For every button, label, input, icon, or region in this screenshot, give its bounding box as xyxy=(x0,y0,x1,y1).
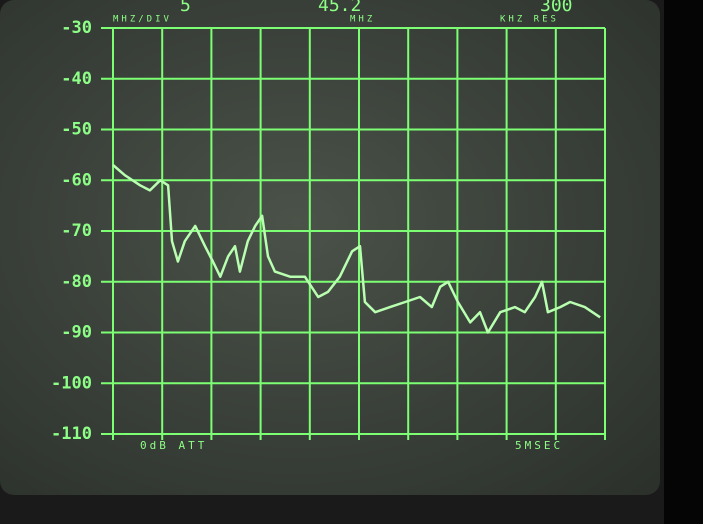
attenuation: 0dB ATT xyxy=(140,439,207,452)
y-tick-label: -40 xyxy=(61,69,92,89)
bezel-edge xyxy=(664,0,703,524)
y-tick-label: -60 xyxy=(61,170,92,190)
res-value: 300 xyxy=(540,0,573,16)
y-tick-label: -80 xyxy=(61,272,92,292)
trace xyxy=(112,164,601,334)
center-unit: MHZ xyxy=(350,15,375,25)
y-tick-label: -30 xyxy=(61,18,92,38)
sweep-time: 5MSEC xyxy=(515,439,563,452)
screen xyxy=(0,0,660,495)
y-tick-label: -70 xyxy=(61,221,92,241)
res-unit: KHZ RES xyxy=(500,15,559,25)
center-value: 45.2 xyxy=(318,0,361,16)
span-value: 5 xyxy=(180,0,191,16)
span-unit: MHZ/DIV xyxy=(113,15,172,25)
y-tick-label: -90 xyxy=(61,323,92,343)
y-tick-label: -50 xyxy=(61,120,92,140)
y-tick-label: -110 xyxy=(51,424,92,444)
y-tick-label: -100 xyxy=(51,373,92,393)
